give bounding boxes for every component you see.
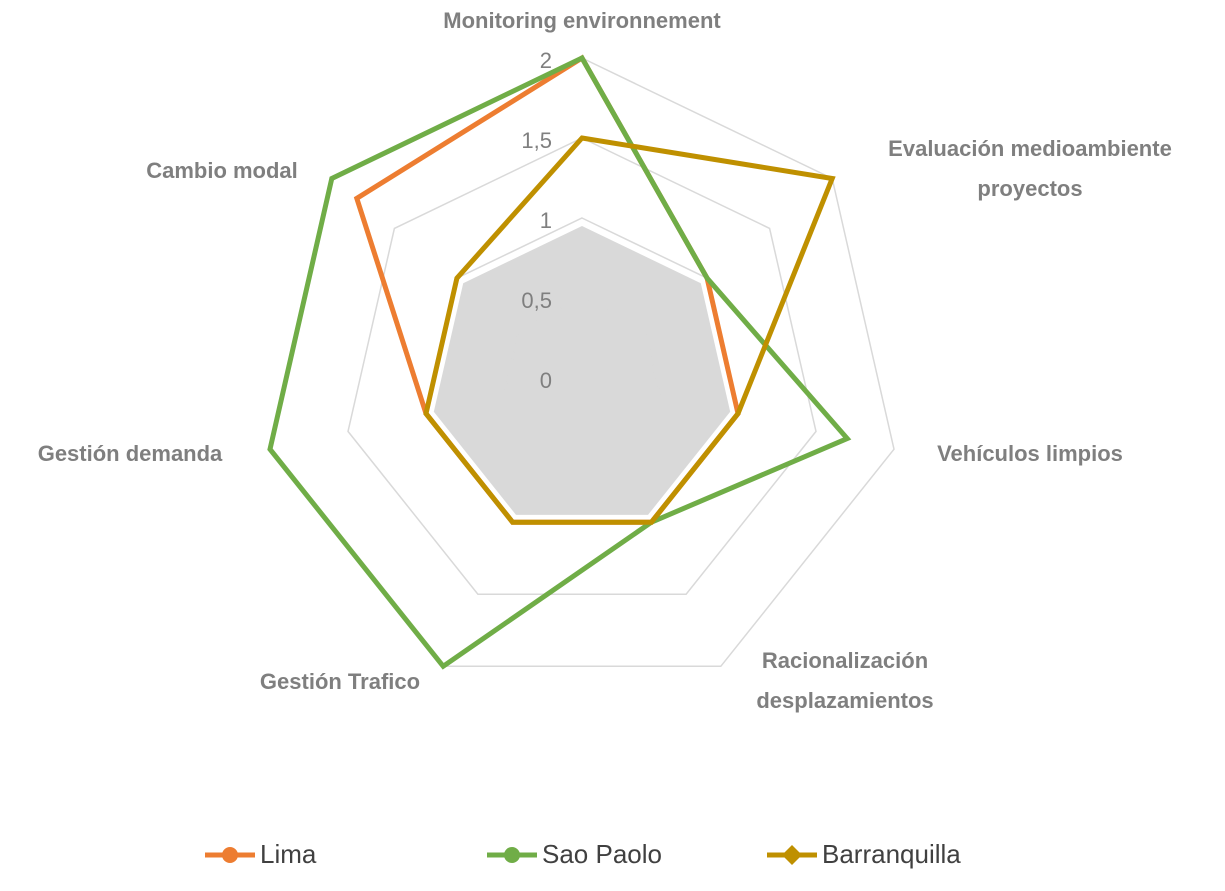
r-tick-label: 0 xyxy=(540,368,552,393)
radar-line xyxy=(267,54,852,670)
legend-label: Barranquilla xyxy=(822,839,961,869)
legend-item: Sao Paolo xyxy=(487,839,662,869)
grid-ring xyxy=(503,297,661,451)
r-tick-label: 1,5 xyxy=(521,128,552,153)
legend-item: Barranquilla xyxy=(767,839,961,869)
legend-label: Lima xyxy=(260,839,317,869)
legend-marker xyxy=(222,847,238,863)
category-label: Gestión Trafico xyxy=(260,669,420,694)
category-label: Evaluación medioambiente proyectos xyxy=(888,136,1172,201)
category-label: Monitoring environnement xyxy=(443,8,721,33)
r-tick-label: 2 xyxy=(540,48,552,73)
category-label: Gestión demanda xyxy=(38,441,223,466)
r-tick-label: 1 xyxy=(540,208,552,233)
radar-line xyxy=(423,135,836,525)
radar-area xyxy=(433,226,731,515)
legend-marker xyxy=(504,847,520,863)
legend-item: Lima xyxy=(205,839,317,869)
grid-ring xyxy=(347,137,817,595)
category-label: Vehículos limpios xyxy=(937,441,1123,466)
category-label: Cambio modal xyxy=(146,158,298,183)
r-tick-label: 0,5 xyxy=(521,288,552,313)
legend-label: Sao Paolo xyxy=(542,839,662,869)
category-label: Racionalización desplazamientos xyxy=(756,648,933,713)
legend-marker xyxy=(782,845,802,865)
